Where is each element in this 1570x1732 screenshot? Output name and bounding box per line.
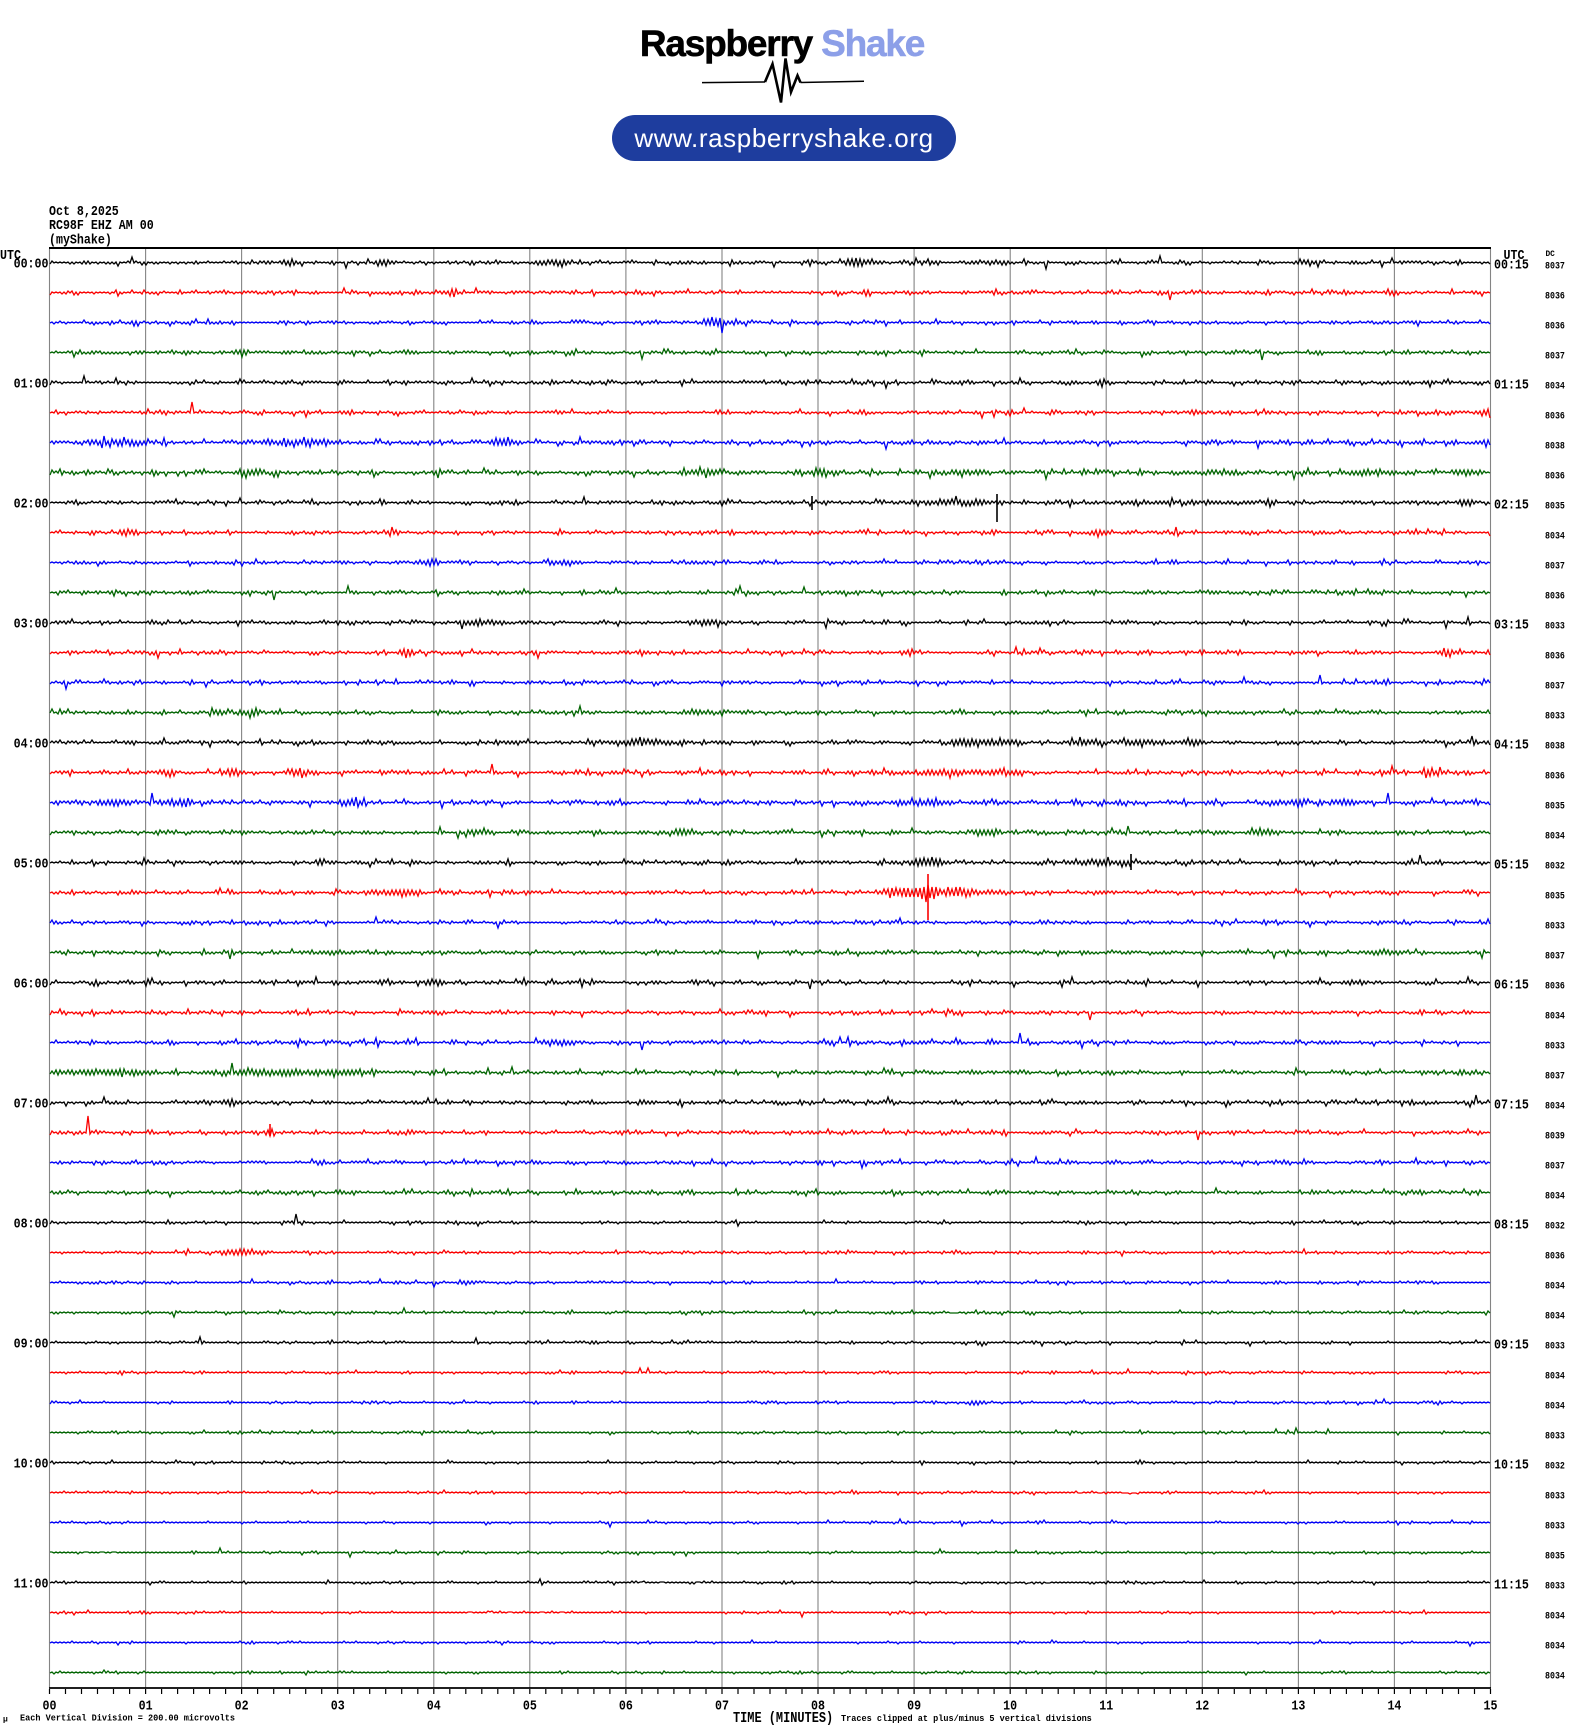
svg-text:8034: 8034 <box>1545 1280 1565 1292</box>
svg-text:Each Vertical Division = 200.: Each Vertical Division = 200.00 microvol… <box>20 1712 235 1724</box>
svg-text:8033: 8033 <box>1545 620 1565 632</box>
svg-text:11:00: 11:00 <box>14 1575 49 1591</box>
svg-text:07: 07 <box>715 1697 729 1713</box>
svg-text:UTC: UTC <box>0 247 21 263</box>
svg-text:8036: 8036 <box>1545 980 1565 992</box>
svg-text:8034: 8034 <box>1545 1610 1565 1622</box>
svg-text:8033: 8033 <box>1545 1490 1565 1502</box>
svg-text:04: 04 <box>427 1697 441 1713</box>
svg-text:8036: 8036 <box>1545 470 1565 482</box>
svg-text:8039: 8039 <box>1545 1130 1565 1142</box>
svg-text:8037: 8037 <box>1545 950 1565 962</box>
svg-text:05: 05 <box>523 1697 537 1713</box>
svg-text:8036: 8036 <box>1545 590 1565 602</box>
svg-text:03:00: 03:00 <box>14 615 49 631</box>
svg-text:8033: 8033 <box>1545 1340 1565 1352</box>
svg-text:8037: 8037 <box>1545 1160 1565 1172</box>
svg-text:13: 13 <box>1291 1697 1305 1713</box>
svg-text:08:15: 08:15 <box>1494 1216 1529 1232</box>
svg-text:8035: 8035 <box>1545 890 1565 902</box>
svg-text:UTC: UTC <box>1504 247 1525 263</box>
svg-text:8034: 8034 <box>1545 1010 1565 1022</box>
svg-text:10:00: 10:00 <box>14 1455 49 1471</box>
svg-text:00:00: 00:00 <box>14 255 49 271</box>
svg-text:12: 12 <box>1195 1697 1209 1713</box>
svg-text:8034: 8034 <box>1545 1310 1565 1322</box>
svg-text:08: 08 <box>811 1697 825 1713</box>
svg-text:Oct 8,2025: Oct 8,2025 <box>49 203 119 219</box>
svg-text:8034: 8034 <box>1545 830 1565 842</box>
svg-text:µ: µ <box>3 1716 8 1725</box>
svg-text:8035: 8035 <box>1545 1550 1565 1562</box>
svg-text:03: 03 <box>331 1697 345 1713</box>
svg-text:8036: 8036 <box>1545 1250 1565 1262</box>
svg-text:8034: 8034 <box>1545 1640 1565 1652</box>
svg-text:8034: 8034 <box>1545 1370 1565 1382</box>
svg-text:8037: 8037 <box>1545 260 1565 272</box>
svg-text:01:00: 01:00 <box>14 375 49 391</box>
svg-text:8035: 8035 <box>1545 500 1565 512</box>
svg-text:11:15: 11:15 <box>1494 1576 1529 1592</box>
svg-text:8038: 8038 <box>1545 440 1565 452</box>
svg-text:TIME (MINUTES): TIME (MINUTES) <box>733 1711 833 1728</box>
svg-text:8036: 8036 <box>1545 770 1565 782</box>
svg-text:8037: 8037 <box>1545 560 1565 572</box>
svg-text:09:15: 09:15 <box>1494 1336 1529 1352</box>
svg-text:8032: 8032 <box>1545 1220 1565 1232</box>
svg-text:8034: 8034 <box>1545 1100 1565 1112</box>
svg-text:(myShake): (myShake) <box>49 231 112 247</box>
svg-text:RC98F EHZ AM 00: RC98F EHZ AM 00 <box>49 217 154 233</box>
svg-text:8034: 8034 <box>1545 1190 1565 1202</box>
svg-text:Traces clipped at plus/minus 5: Traces clipped at plus/minus 5 vertical … <box>841 1713 1092 1725</box>
svg-text:8036: 8036 <box>1545 410 1565 422</box>
svg-text:8037: 8037 <box>1545 1070 1565 1082</box>
svg-text:8032: 8032 <box>1545 1460 1565 1472</box>
svg-text:DC: DC <box>1546 250 1555 259</box>
svg-text:02:00: 02:00 <box>14 495 49 511</box>
svg-text:04:00: 04:00 <box>14 735 49 751</box>
svg-text:14: 14 <box>1387 1697 1401 1713</box>
svg-text:09:00: 09:00 <box>14 1335 49 1351</box>
svg-text:03:15: 03:15 <box>1494 616 1529 632</box>
svg-text:00: 00 <box>43 1697 57 1713</box>
svg-text:8033: 8033 <box>1545 920 1565 932</box>
svg-text:8037: 8037 <box>1545 680 1565 692</box>
svg-text:8036: 8036 <box>1545 320 1565 332</box>
svg-text:8038: 8038 <box>1545 740 1565 752</box>
svg-text:09: 09 <box>907 1697 921 1713</box>
svg-text:8033: 8033 <box>1545 1520 1565 1532</box>
svg-text:02:15: 02:15 <box>1494 496 1529 512</box>
svg-text:8034: 8034 <box>1545 1670 1565 1682</box>
svg-text:8032: 8032 <box>1545 860 1565 872</box>
svg-text:04:15: 04:15 <box>1494 736 1529 752</box>
svg-text:05:00: 05:00 <box>14 855 49 871</box>
svg-text:8036: 8036 <box>1545 650 1565 662</box>
svg-text:06:00: 06:00 <box>14 975 49 991</box>
svg-text:01:15: 01:15 <box>1494 376 1529 392</box>
svg-text:08:00: 08:00 <box>14 1215 49 1231</box>
svg-text:05:15: 05:15 <box>1494 856 1529 872</box>
svg-text:07:00: 07:00 <box>14 1095 49 1111</box>
svg-text:8034: 8034 <box>1545 380 1565 392</box>
svg-text:15: 15 <box>1484 1697 1498 1713</box>
svg-text:8033: 8033 <box>1545 710 1565 722</box>
svg-text:8034: 8034 <box>1545 1400 1565 1412</box>
svg-text:8036: 8036 <box>1545 290 1565 302</box>
svg-text:01: 01 <box>139 1697 153 1713</box>
svg-text:8033: 8033 <box>1545 1580 1565 1592</box>
svg-text:06: 06 <box>619 1697 633 1713</box>
svg-text:10:15: 10:15 <box>1494 1456 1529 1472</box>
svg-text:8037: 8037 <box>1545 350 1565 362</box>
svg-text:06:15: 06:15 <box>1494 976 1529 992</box>
svg-text:10: 10 <box>1003 1697 1017 1713</box>
svg-text:11: 11 <box>1099 1697 1113 1713</box>
svg-text:07:15: 07:15 <box>1494 1096 1529 1112</box>
svg-text:8033: 8033 <box>1545 1040 1565 1052</box>
svg-text:02: 02 <box>235 1697 249 1713</box>
svg-text:00:15: 00:15 <box>1494 256 1529 272</box>
svg-text:8034: 8034 <box>1545 530 1565 542</box>
svg-text:8035: 8035 <box>1545 800 1565 812</box>
svg-text:8033: 8033 <box>1545 1430 1565 1442</box>
